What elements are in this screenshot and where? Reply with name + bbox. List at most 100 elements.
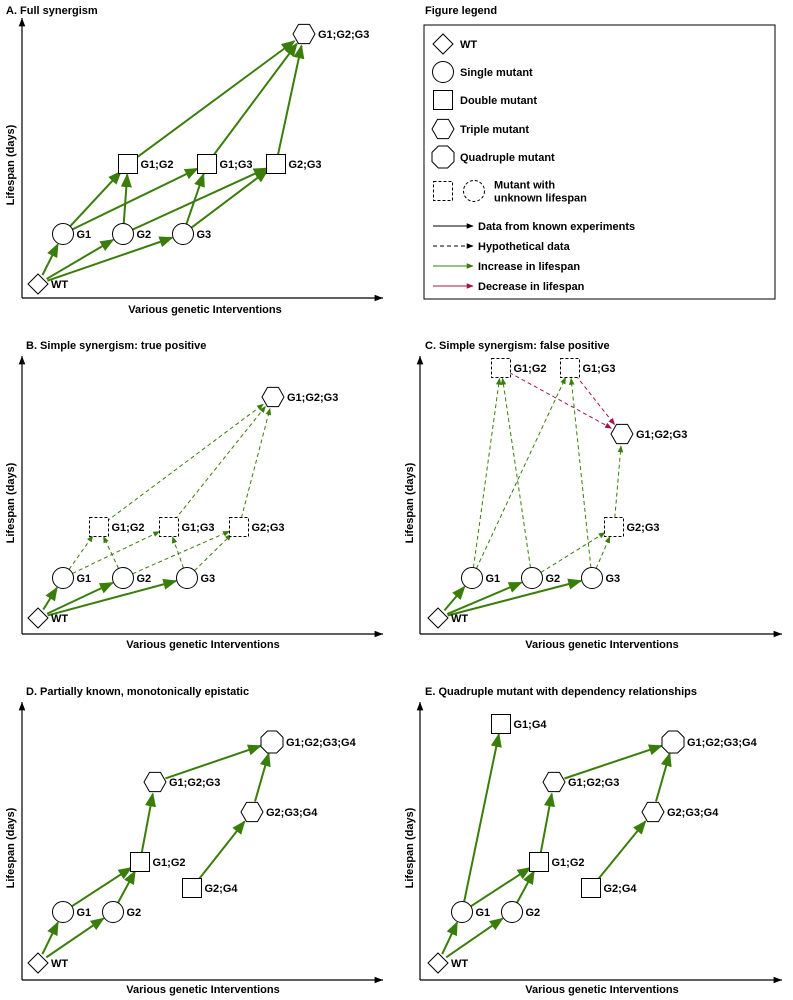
node-label: G1;G2;G3;G4: [687, 737, 758, 749]
node-label: WT: [451, 613, 468, 625]
y-axis-label: Lifespan (days): [404, 807, 416, 888]
legend-label: Double mutant: [460, 95, 537, 107]
node-g2: G2: [501, 901, 540, 923]
edge-wt-to-g1: [41, 243, 59, 276]
square-node: [529, 852, 549, 872]
node-g1234: G1;G2;G3;G4: [260, 730, 357, 754]
node-label: G1: [77, 573, 92, 585]
node-g13: G1;G3: [159, 517, 215, 537]
node-label: G2;G3;G4: [667, 807, 719, 819]
node-label: G1;G2: [141, 159, 174, 171]
edge-g12-to-g123: [509, 372, 613, 429]
diamond-node: [427, 952, 449, 974]
panel-title: D. Partially known, monotonically epista…: [26, 686, 249, 698]
edge-wt-to-g1: [42, 586, 58, 611]
node-g14: G1;G4: [491, 714, 548, 734]
circle-node: [172, 223, 194, 245]
node-label: G2;G3: [289, 159, 322, 171]
edge-g234-to-g1234: [254, 752, 271, 802]
diagram-panel-a: A. Full synergism Lifespan (days) Various …: [5, 5, 383, 316]
edge-g3-to-g23: [190, 169, 269, 229]
figure-legend: Figure legend WT Single mutant Double mutan…: [423, 5, 776, 300]
dashed-square-symbol: [433, 181, 453, 201]
panel-title: E. Quadruple mutant with dependency rela…: [425, 686, 697, 698]
node-label: G1;G4: [514, 719, 548, 731]
node-g2: G2: [521, 567, 560, 589]
node-label: G1;G2;G3: [636, 429, 687, 441]
circle-node: [52, 223, 74, 245]
legend-item: Increase in lifespan: [433, 261, 580, 273]
edge-g13-to-g123: [174, 405, 266, 520]
node-wt: WT: [27, 952, 68, 974]
edge-g24-to-g234: [197, 820, 246, 882]
hexagon-node: [261, 386, 285, 408]
edge-g1-to-g12: [68, 535, 94, 570]
octagon-node: [260, 730, 284, 754]
node-g3: G3: [581, 567, 621, 589]
circle-node: [112, 567, 134, 589]
legend-item: Hypothetical data: [433, 241, 571, 253]
node-g1234: G1;G2;G3;G4: [661, 730, 758, 754]
node-label: G3: [201, 573, 216, 585]
edge-g23-to-g123: [614, 445, 624, 518]
node-g23: G2;G3: [229, 517, 285, 537]
square-node: [560, 358, 580, 378]
node-label: G1;G3: [583, 363, 616, 375]
edge-g1-to-g13: [72, 531, 161, 574]
edge-g23-to-g123: [277, 44, 305, 155]
legend-item: Data from known experiments: [433, 221, 635, 233]
node-label: G2;G4: [205, 883, 239, 895]
node-label: G1;G2;G3: [318, 29, 369, 41]
edge-g2-to-g12: [500, 377, 531, 568]
diagram-panel-d: D. Partially known, monotonically epista…: [5, 686, 383, 996]
node-g1: G1: [451, 901, 490, 923]
hexagon-node: [641, 801, 665, 823]
circle-node: [112, 223, 134, 245]
node-g123: G1;G2;G3: [292, 23, 369, 45]
square-node: [266, 154, 286, 174]
node-g234: G2;G3;G4: [641, 801, 719, 823]
node-label: G1: [77, 229, 92, 241]
edge-g234-to-g1234: [655, 752, 672, 802]
diamond-node: [427, 607, 449, 629]
edge-g2-to-g12: [117, 870, 136, 904]
node-label: G3: [606, 573, 621, 585]
edge-g3-to-g13: [568, 377, 592, 568]
node-g3: G3: [176, 567, 216, 589]
square-node: [604, 517, 624, 537]
node-label: G1;G2;G3: [169, 777, 220, 789]
legend-item: Triple mutant: [431, 118, 529, 140]
hexagon-node: [143, 771, 167, 793]
edge-g12-to-g123: [539, 792, 555, 853]
y-axis-head: [18, 702, 26, 711]
edge-g2-to-g12: [103, 535, 119, 569]
edge-g1-to-g12: [470, 866, 532, 908]
edge-g2-to-g23: [132, 530, 231, 575]
node-g12: G1;G2: [529, 852, 585, 872]
circle-node: [451, 901, 473, 923]
x-axis-label: Various genetic Interventions: [126, 984, 279, 996]
node-g1: G1: [52, 223, 92, 245]
hexagon-symbol: [431, 118, 455, 140]
legend-label: Increase in lifespan: [478, 261, 580, 273]
edge-g1-to-g12: [71, 866, 133, 908]
hexagon-node: [610, 423, 634, 445]
node-label: G1;G2: [552, 857, 585, 869]
node-label: WT: [51, 958, 68, 970]
node-label: G3: [197, 229, 212, 241]
square-node: [491, 714, 511, 734]
node-g24: G2;G4: [581, 878, 637, 898]
diamond-node: [27, 273, 49, 295]
legend-label: Data from known experiments: [478, 221, 635, 233]
node-label: G1;G3: [182, 522, 215, 534]
x-axis-label: Various genetic Interventions: [525, 984, 678, 996]
legend-title: Figure legend: [425, 5, 497, 17]
node-wt: WT: [27, 273, 68, 295]
edge-g12-to-g123: [135, 40, 296, 160]
edge-g13-to-g123: [575, 375, 616, 426]
edge-g3-to-g23: [194, 533, 233, 572]
edge-wt-to-g1: [441, 921, 459, 955]
legend-label: Quadruple mutant: [460, 152, 555, 164]
edges: [441, 732, 672, 959]
circle-symbol: [432, 61, 454, 83]
